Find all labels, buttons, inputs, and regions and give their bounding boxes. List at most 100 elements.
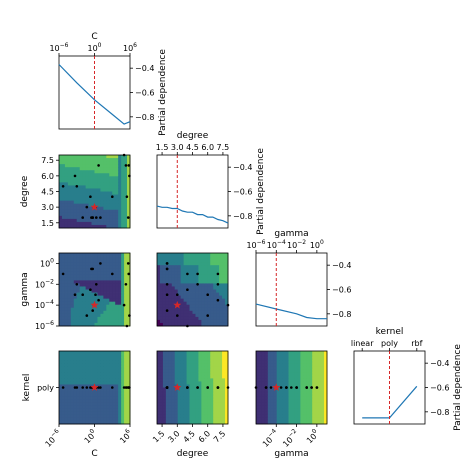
contour-cell xyxy=(285,360,289,364)
contour-cell xyxy=(225,375,229,379)
contour-cell xyxy=(288,363,292,367)
contour-cell xyxy=(97,399,101,404)
contour-cell xyxy=(324,384,328,388)
contour-cell xyxy=(121,203,125,208)
contour-cell xyxy=(174,280,179,284)
contour-cell xyxy=(315,390,319,394)
contour-cell xyxy=(64,203,69,208)
contour-cell xyxy=(82,402,87,407)
contour-cell xyxy=(258,378,263,382)
contour-cell xyxy=(73,170,78,174)
contour-cell xyxy=(222,405,226,410)
contour-cell xyxy=(219,280,223,284)
contour-cell xyxy=(91,292,95,296)
contour-cell xyxy=(297,375,301,379)
contour-cell xyxy=(198,298,202,303)
contour-cell xyxy=(70,375,75,379)
contour-cell xyxy=(94,164,98,168)
contour-cell xyxy=(225,286,229,290)
contour-cell xyxy=(201,381,205,385)
sample-point xyxy=(73,174,77,178)
contour-cell xyxy=(186,313,190,318)
contour-cell xyxy=(121,274,125,278)
contour-cell xyxy=(61,259,66,263)
contour-cell xyxy=(118,158,122,162)
contour-cell xyxy=(189,304,193,309)
contour-cell xyxy=(174,390,179,394)
contour-cell xyxy=(267,384,272,388)
contour-cell xyxy=(276,393,281,398)
contour-cell xyxy=(309,363,313,367)
contour-cell xyxy=(273,357,278,361)
contour-cell xyxy=(91,161,95,165)
contour-cell xyxy=(207,319,211,324)
contour-cell xyxy=(59,369,63,373)
x-tick-label-C: 10−6 xyxy=(42,428,63,449)
contour-cell xyxy=(118,295,122,300)
contour-cell xyxy=(294,366,298,370)
contour-cell xyxy=(216,268,220,272)
contour-cell xyxy=(171,313,176,318)
contour-cell xyxy=(79,277,84,281)
contour-cell xyxy=(273,354,278,358)
best-marker xyxy=(90,300,99,309)
contour-cell xyxy=(118,387,122,391)
contour-cell xyxy=(157,402,161,407)
contour-cell xyxy=(207,372,211,376)
contour-cell xyxy=(79,322,84,327)
contour-cell xyxy=(97,393,101,398)
contour-cell xyxy=(324,378,328,382)
contour-cell xyxy=(103,191,107,195)
contour-cell xyxy=(168,390,173,394)
contour-cell xyxy=(115,212,119,217)
sample-point xyxy=(126,262,130,265)
contour-cell xyxy=(207,384,211,388)
contour-cell xyxy=(165,363,170,367)
contour-cell xyxy=(76,384,81,388)
contour-cell xyxy=(258,402,263,407)
contour-cell xyxy=(294,369,298,373)
contour-cell xyxy=(109,322,113,327)
contour-cell xyxy=(198,310,202,315)
contour-cell xyxy=(195,387,199,391)
contour-cell xyxy=(79,194,84,198)
contour-cell xyxy=(118,301,122,306)
contour-cell xyxy=(219,283,223,287)
contour-cell xyxy=(207,271,211,275)
contour-cell xyxy=(183,366,187,370)
contour-cell xyxy=(306,372,310,376)
contour-cell xyxy=(306,360,310,364)
contour-cell xyxy=(183,277,187,281)
contour-cell xyxy=(88,381,92,385)
contour-cell xyxy=(318,396,322,401)
contour-cell xyxy=(112,322,116,327)
best-marker xyxy=(90,202,99,211)
contour-cell xyxy=(76,182,81,186)
contour-cell xyxy=(165,417,170,422)
contour-cell xyxy=(64,221,69,226)
contour-cell xyxy=(103,194,107,198)
contour-cell xyxy=(195,322,199,327)
contour-cell xyxy=(159,304,164,309)
contour-cell xyxy=(82,218,87,223)
contour-cell xyxy=(100,158,104,162)
contour-cell xyxy=(216,387,220,391)
contour-cell xyxy=(67,277,72,281)
contour-cell xyxy=(59,381,63,385)
contour-cell xyxy=(79,268,84,272)
contour-cell xyxy=(159,354,164,358)
contour-cell xyxy=(207,378,211,382)
contour-cell xyxy=(121,354,125,358)
contour-cell xyxy=(213,351,217,355)
contour-cell xyxy=(109,259,113,263)
contour-cell xyxy=(288,366,292,370)
contour-cell xyxy=(97,390,101,394)
contour-cell xyxy=(171,387,176,391)
contour-cell xyxy=(106,194,110,198)
contour-cell xyxy=(183,262,187,266)
contour-cell xyxy=(79,170,84,174)
contour-cell xyxy=(222,378,226,382)
contour-cell xyxy=(106,164,110,168)
contour-cell xyxy=(324,387,328,391)
contour-cell xyxy=(112,295,116,300)
